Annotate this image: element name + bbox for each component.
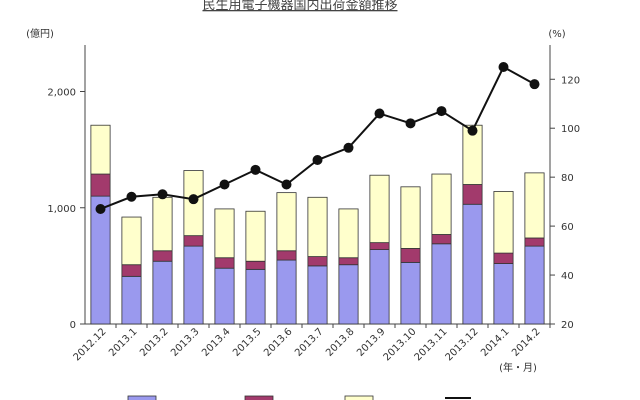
y-right-tick-label: 80 [561, 173, 574, 184]
y-right-tick-label: 40 [561, 271, 574, 282]
line-marker [374, 108, 385, 119]
x-tick-label: 2013.8 [324, 326, 357, 359]
bar-segment-3 [400, 186, 421, 249]
line-marker [405, 118, 416, 129]
legend-swatch [244, 395, 274, 400]
plot-area: 01,0002,000204060801001202012.122013.120… [47, 45, 580, 400]
bar-segment-1 [400, 261, 421, 325]
x-tick-label: 2013.2 [138, 326, 171, 359]
bar-segment-2 [276, 250, 297, 261]
line-marker [219, 179, 230, 190]
y-left-unit: (億円) [26, 27, 54, 40]
line-marker [498, 62, 509, 73]
line-marker [529, 79, 540, 90]
line-marker [157, 189, 168, 200]
x-tick-label: 2013.7 [293, 326, 326, 359]
bar-segment-2 [493, 252, 514, 264]
bar-segment-3 [338, 208, 359, 259]
line-marker [95, 203, 106, 214]
bar-segment-3 [462, 124, 483, 185]
x-tick-label: 2013.12 [444, 326, 481, 363]
x-tick-label: 2013.6 [262, 326, 295, 359]
x-unit: (年・月) [499, 361, 537, 374]
legend-swatch [344, 395, 374, 400]
bar-segment-2 [152, 250, 173, 262]
bar-segment-2 [338, 257, 359, 266]
bar-segment-1 [214, 267, 235, 325]
bar-segment-2 [431, 234, 452, 245]
line-marker [250, 164, 261, 175]
bar-segment-1 [121, 275, 142, 325]
bar-segment-3 [493, 191, 514, 254]
bar-segment-1 [307, 265, 328, 325]
bar-segment-2 [214, 257, 235, 269]
bar-segment-3 [214, 208, 235, 259]
bar-segment-3 [369, 174, 390, 244]
y-right-tick-label: 120 [561, 75, 580, 86]
x-tick-label: 2014.1 [479, 326, 512, 359]
bar-segment-2 [90, 173, 111, 197]
x-tick-label: 2013.1 [107, 326, 140, 359]
line-marker [281, 179, 292, 190]
x-tick-label: 2014.2 [510, 326, 543, 359]
bar-segment-1 [152, 260, 173, 325]
x-tick-label: 2013.5 [231, 326, 264, 359]
bar-segment-2 [462, 184, 483, 205]
line-marker [343, 142, 354, 153]
y-left-tick-label: 0 [70, 320, 76, 331]
bar-segment-2 [121, 264, 142, 277]
x-tick-label: 2013.3 [169, 326, 202, 359]
bar-segment-1 [245, 268, 266, 325]
bar-segment-2 [400, 248, 421, 263]
chart-title: 民生用電子機器国内出荷金額推移 [202, 0, 397, 13]
x-tick-label: 2012.12 [72, 326, 109, 363]
y-right-tick-label: 60 [561, 222, 574, 233]
bar-segment-3 [524, 172, 545, 239]
bar-segment-1 [462, 203, 483, 325]
bar-segment-3 [90, 124, 111, 175]
y-left-tick-label: 2,000 [47, 88, 76, 99]
y-left-tick-label: 1,000 [47, 204, 76, 215]
bar-segment-1 [369, 249, 390, 325]
line-marker [188, 194, 199, 205]
legend-swatch [127, 395, 157, 400]
y-right-unit: (%) [548, 29, 565, 40]
bar-segment-1 [524, 245, 545, 325]
bar-segment-3 [121, 216, 142, 266]
x-tick-label: 2013.4 [200, 326, 233, 359]
bar-segment-3 [307, 196, 328, 257]
line-marker [126, 191, 137, 202]
bar-segment-1 [493, 263, 514, 325]
y-right-tick-label: 100 [561, 124, 580, 135]
bar-segment-2 [183, 235, 204, 247]
bar-segment-1 [183, 245, 204, 325]
y-right-tick-label: 20 [561, 320, 574, 331]
bar-segment-3 [152, 196, 173, 252]
bar-segment-3 [276, 192, 297, 252]
bar-segment-1 [338, 264, 359, 325]
bar-segment-2 [245, 260, 266, 270]
bar-segment-3 [245, 210, 266, 262]
bar-segment-2 [524, 237, 545, 247]
bar-segment-1 [90, 195, 111, 325]
bar-segment-2 [307, 256, 328, 267]
line-marker [467, 125, 478, 136]
line-marker [312, 155, 323, 166]
x-tick-label: 2013.11 [413, 326, 450, 363]
bar-segment-2 [369, 242, 390, 250]
line-marker [436, 106, 447, 117]
x-tick-label: 2013.10 [382, 326, 419, 363]
bar-segment-3 [431, 173, 452, 235]
bar-segment-1 [431, 243, 452, 325]
bar-segment-1 [276, 259, 297, 325]
